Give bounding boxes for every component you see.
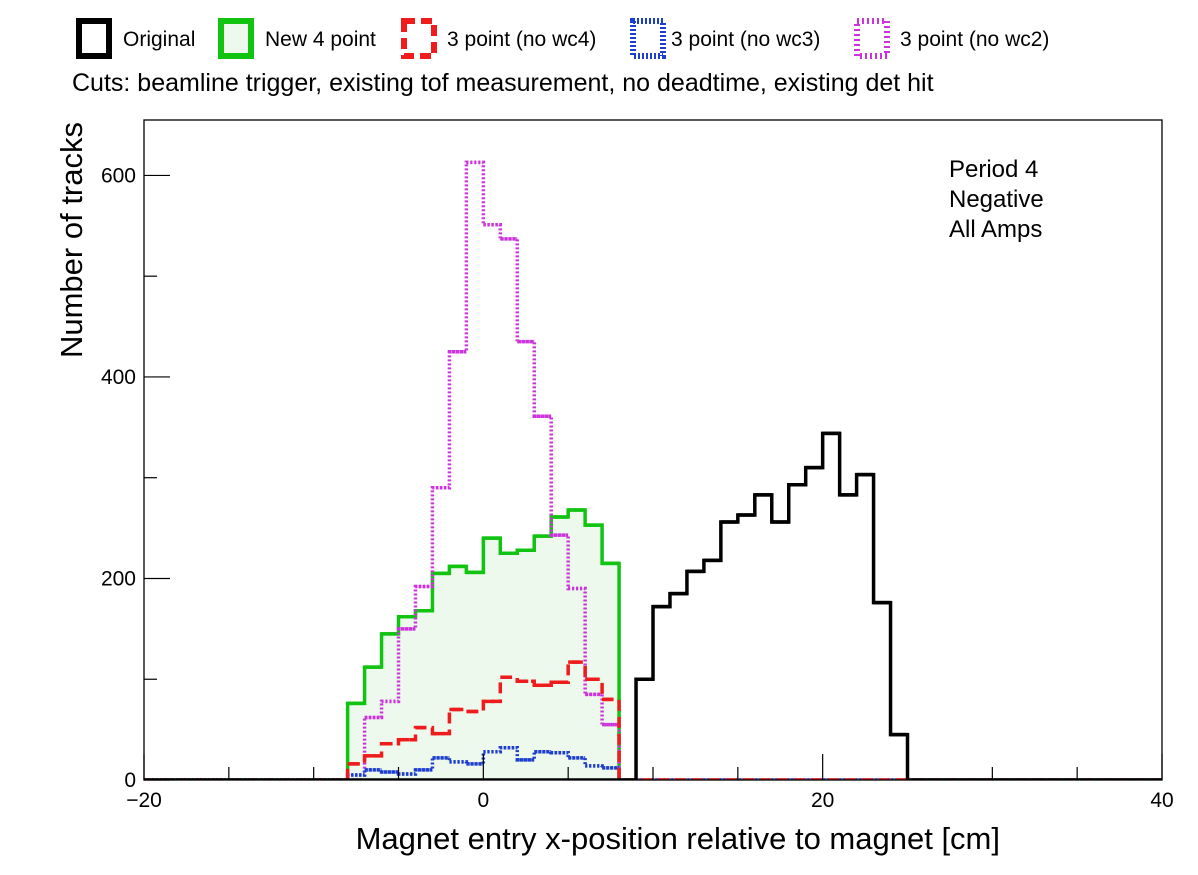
legend-swatch-no-wc2 bbox=[854, 18, 890, 59]
legend-item-no-wc3: 3 point (no wc3) bbox=[630, 18, 820, 59]
legend-label-no-wc2: 3 point (no wc2) bbox=[900, 28, 1049, 51]
y-axis-title: Number of tracks bbox=[54, 122, 89, 358]
legend-label-original: Original bbox=[123, 28, 195, 51]
cuts-text: Cuts: beamline trigger, existing tof mea… bbox=[72, 69, 934, 97]
annotation-polarity: Negative bbox=[949, 186, 1044, 213]
outline-3-point-no-wc2 bbox=[144, 160, 1162, 780]
legend: Original New 4 point 3 point (no wc4) 3 … bbox=[76, 18, 1049, 59]
outline-new-4-point bbox=[144, 508, 1162, 780]
legend-item-no-wc4: 3 point (no wc4) bbox=[401, 18, 596, 59]
legend-item-new-4-point: New 4 point bbox=[218, 18, 376, 59]
legend-swatch-no-wc4 bbox=[401, 18, 437, 59]
legend-item-no-wc2: 3 point (no wc2) bbox=[854, 18, 1049, 59]
series-original bbox=[144, 431, 1162, 780]
annotation-period: Period 4 bbox=[949, 156, 1038, 183]
annotation-box: Period 4 Negative All Amps bbox=[949, 156, 1044, 243]
legend-label-no-wc3: 3 point (no wc3) bbox=[671, 28, 820, 51]
legend-item-original: Original bbox=[76, 18, 195, 59]
annotation-amps: All Amps bbox=[949, 216, 1042, 243]
legend-swatch-new-4-point bbox=[218, 18, 254, 59]
x-tick-label: 20 bbox=[811, 789, 834, 812]
histogram-layer bbox=[144, 160, 1162, 780]
series-3-point-no-wc2 bbox=[144, 160, 1162, 780]
y-tick-label: 400 bbox=[101, 366, 136, 389]
x-axis-title: Magnet entry x-position relative to magn… bbox=[356, 821, 1000, 856]
outline-3-point-no-wc4 bbox=[144, 660, 1162, 780]
y-tick-label: 0 bbox=[124, 769, 136, 792]
x-tick-label: 0 bbox=[477, 789, 489, 812]
legend-swatch-original bbox=[76, 18, 112, 59]
legend-label-new-4-point: New 4 point bbox=[265, 28, 376, 51]
legend-swatch-no-wc3 bbox=[630, 18, 666, 59]
y-tick-label: 600 bbox=[101, 164, 136, 187]
legend-label-no-wc4: 3 point (no wc4) bbox=[447, 28, 596, 51]
series-3-point-no-wc4 bbox=[144, 660, 1162, 780]
x-tick-label: −20 bbox=[126, 789, 162, 812]
x-tick-label: 40 bbox=[1150, 789, 1173, 812]
outline-original bbox=[144, 431, 1162, 780]
series-new-4-point bbox=[144, 508, 1162, 780]
y-tick-label: 200 bbox=[101, 567, 136, 590]
area-new-4-point bbox=[347, 509, 620, 780]
